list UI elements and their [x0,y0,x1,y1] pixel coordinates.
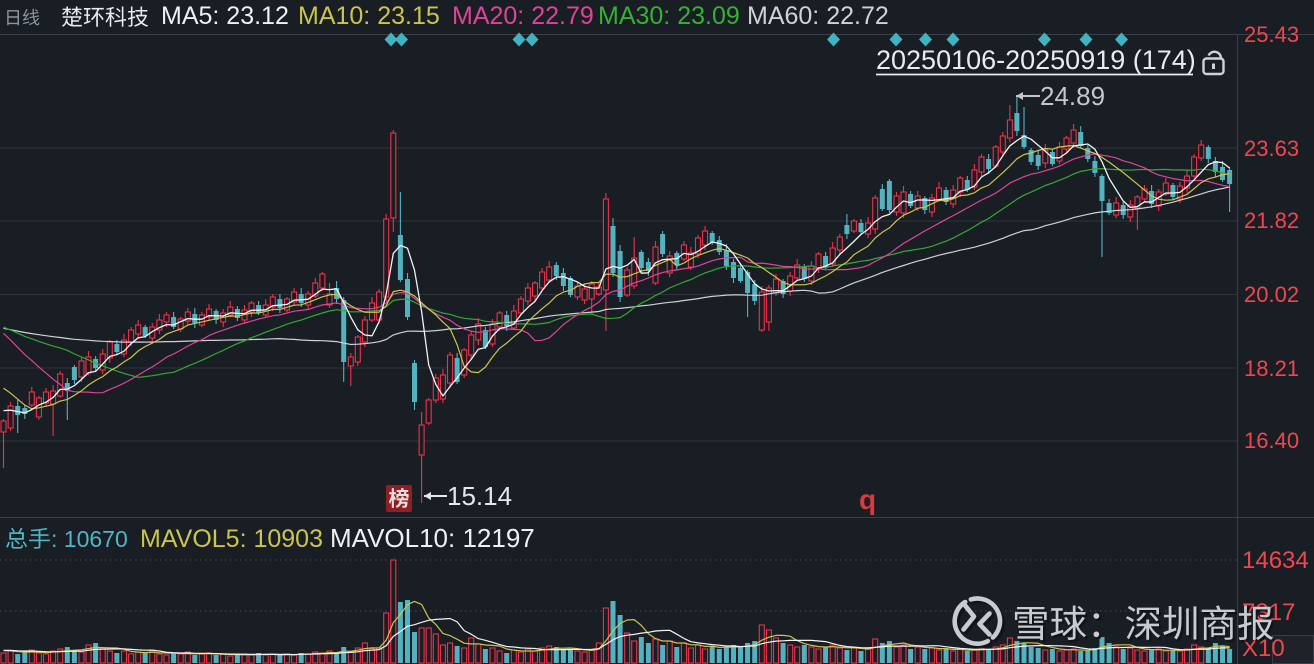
svg-text:20.02: 20.02 [1244,282,1299,307]
svg-text:MA20: 22.79: MA20: 22.79 [452,2,594,30]
svg-text:14634: 14634 [1242,547,1309,574]
svg-text:: 10670: : 10670 [51,526,128,552]
svg-text:21.82: 21.82 [1244,208,1299,233]
svg-text:MA60: 22.72: MA60: 22.72 [747,2,889,30]
svg-text:24.89: 24.89 [1040,81,1105,111]
svg-text:MAVOL10: 12197: MAVOL10: 12197 [330,523,535,553]
svg-text:15.14: 15.14 [447,481,512,511]
svg-text:q: q [859,484,876,515]
svg-text:20250106-20250919 (174): 20250106-20250919 (174) [876,45,1196,75]
svg-text:MA30: 23.09: MA30: 23.09 [598,2,740,30]
svg-text:MA10: 23.15: MA10: 23.15 [298,2,440,30]
svg-text:MA5: 23.12: MA5: 23.12 [161,2,289,30]
svg-text:18.21: 18.21 [1244,356,1299,381]
svg-text:23.63: 23.63 [1244,136,1299,161]
svg-text:16.40: 16.40 [1244,428,1299,453]
svg-text:25.43: 25.43 [1244,22,1299,47]
svg-text:MAVOL5: 10903: MAVOL5: 10903 [140,525,323,553]
